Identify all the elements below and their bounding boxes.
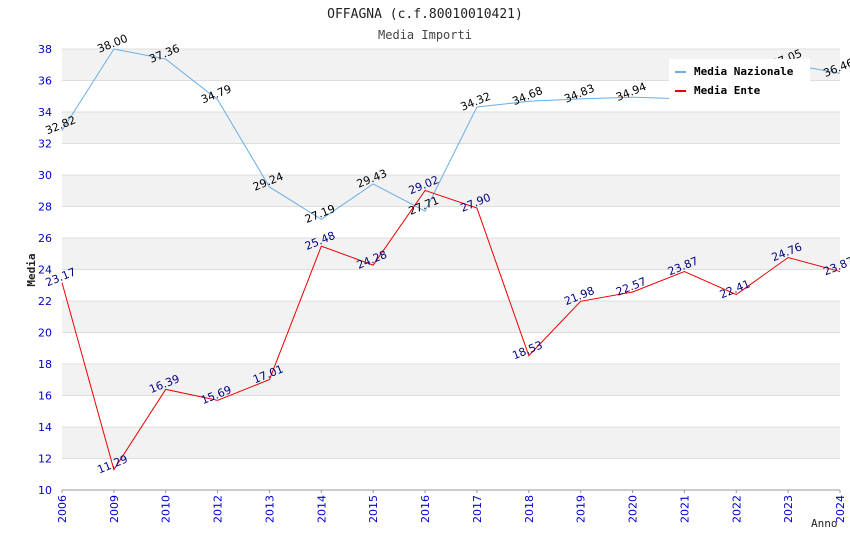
chart-title: OFFAGNA (c.f.80010010421)	[327, 7, 523, 22]
x-axis-ticks: 2006 2009 2010 2012 2013 2014 2015 2016 2017 2018…	[56, 490, 847, 523]
x-tick-label: 2019	[575, 495, 588, 523]
y-tick-label: 30	[38, 169, 52, 182]
legend-label: Media Nazionale	[694, 65, 794, 78]
background-band	[62, 175, 840, 207]
chart-subtitle: Media Importi	[378, 28, 472, 42]
x-tick-label: 2024	[834, 495, 847, 523]
x-tick-label: 2013	[263, 495, 276, 523]
series-line-media-ente	[61, 189, 841, 471]
background-band	[62, 301, 840, 333]
x-axis-title: Anno	[811, 517, 838, 530]
y-tick-label: 34	[38, 106, 52, 119]
y-tick-label: 16	[38, 390, 52, 403]
background-band	[62, 112, 840, 144]
x-tick-label: 2014	[315, 495, 328, 523]
background-band	[62, 364, 840, 396]
x-tick-label: 2006	[56, 495, 69, 523]
x-tick-label: 2012	[212, 495, 225, 523]
background-band	[62, 206, 840, 238]
background-band	[62, 427, 840, 459]
legend-box	[669, 59, 810, 102]
x-tick-label: 2022	[730, 495, 743, 523]
x-tick-label: 2018	[523, 495, 536, 523]
background-band	[62, 238, 840, 270]
background-band	[62, 395, 840, 427]
background-band	[62, 458, 840, 490]
x-tick-label: 2015	[367, 495, 380, 523]
y-tick-label: 24	[38, 264, 52, 277]
x-tick-label: 2010	[160, 495, 173, 523]
x-tick-label: 2020	[627, 495, 640, 523]
grid-lines	[62, 48, 840, 491]
x-tick-label: 2016	[419, 495, 432, 523]
y-tick-label: 12	[38, 453, 52, 466]
y-tick-label: 36	[38, 75, 52, 88]
x-tick-label: 2023	[782, 495, 795, 523]
background-bands	[62, 49, 840, 490]
x-tick-label: 2009	[108, 495, 121, 523]
y-tick-label: 22	[38, 295, 52, 308]
y-tick-label: 32	[38, 138, 52, 151]
y-tick-label: 26	[38, 232, 52, 245]
y-tick-label: 20	[38, 327, 52, 340]
legend: Media Nazionale Media Ente	[669, 59, 810, 102]
background-band	[62, 332, 840, 364]
y-axis-title: Media	[25, 253, 38, 286]
x-tick-label: 2021	[678, 495, 691, 523]
y-tick-label: 18	[38, 358, 52, 371]
x-tick-label: 2017	[471, 495, 484, 523]
y-tick-label: 14	[38, 421, 52, 434]
legend-label: Media Ente	[694, 84, 761, 97]
y-axis-ticks: 10 12 14 16 18 20 22 24 26 28 30 32 34 36 38	[38, 43, 52, 497]
y-tick-label: 10	[38, 484, 52, 497]
background-band	[62, 269, 840, 301]
y-tick-label: 38	[38, 43, 52, 56]
y-tick-label: 28	[38, 201, 52, 214]
